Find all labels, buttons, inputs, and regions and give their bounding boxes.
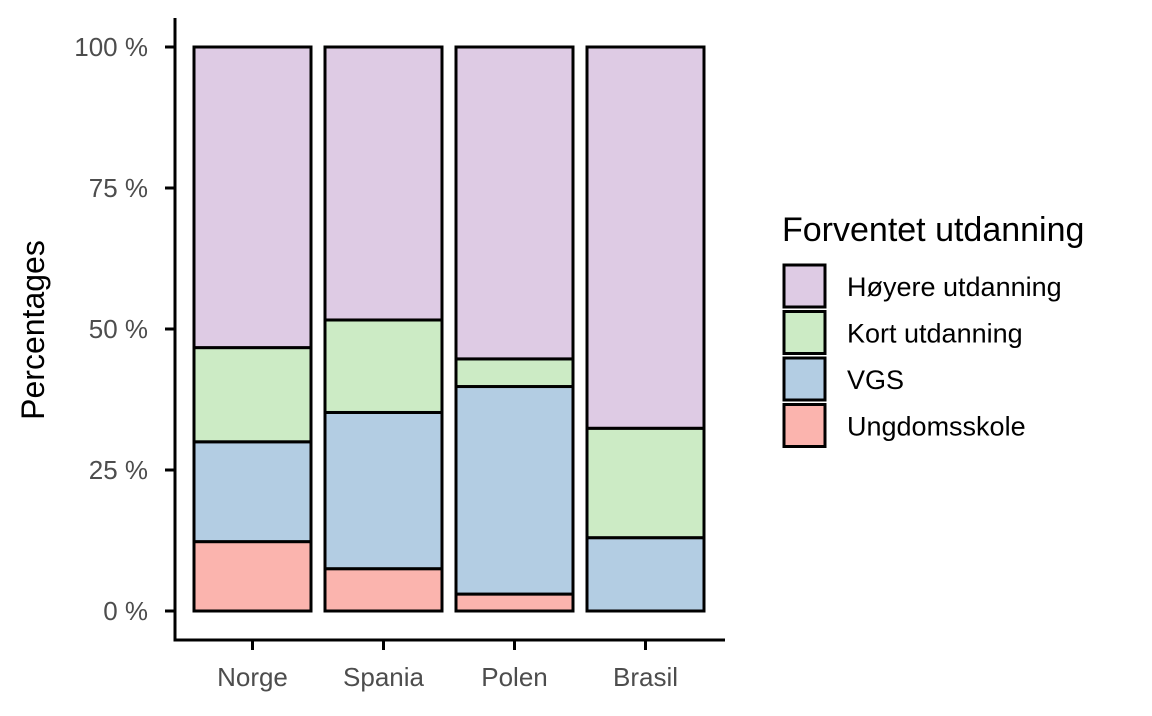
- x-tick-label-spania: Spania: [343, 662, 424, 692]
- y-tick-label: 50 %: [89, 314, 148, 344]
- x-tick-label-polen: Polen: [481, 662, 548, 692]
- bar-segment-polen-ungdomsskole: [454, 592, 575, 613]
- axes-layer: 0 % 25 % 50 % 75 % 100 % Norge Spania Polen Bras…: [74, 18, 725, 692]
- bar-segment-norge-vgs: [192, 440, 313, 544]
- x-tick-label-norge: Norge: [217, 662, 288, 692]
- legend-key-kort-utdanning: [782, 310, 827, 355]
- legend: Forventet utdanning Høyere utdanning Kort…: [782, 211, 1084, 448]
- legend-label-hoyere-utdanning: Høyere utdanning: [847, 272, 1062, 302]
- legend-key-ungdomsskole: [782, 403, 827, 448]
- bar-segment-norge-ungdomsskole: [192, 540, 313, 613]
- legend-key-vgs: [782, 356, 827, 402]
- y-tick-label: 0 %: [103, 596, 148, 626]
- y-axis-title: Percentages: [15, 240, 51, 420]
- legend-label-kort-utdanning: Kort utdanning: [847, 319, 1023, 349]
- y-tick-label: 100 %: [74, 32, 148, 62]
- bar-segment-brasil-hoyere-utdanning: [585, 45, 706, 430]
- bar-segment-brasil-kort-utdanning: [585, 426, 706, 540]
- bar-segment-norge-hoyere-utdanning: [192, 45, 313, 350]
- legend-label-ungdomsskole: Ungdomsskole: [847, 412, 1026, 442]
- bar-segment-spania-kort-utdanning: [323, 318, 444, 414]
- bar-segment-spania-hoyere-utdanning: [323, 45, 444, 322]
- bar-segment-polen-kort-utdanning: [454, 357, 575, 389]
- y-tick-label: 25 %: [89, 455, 148, 485]
- bar-segment-polen-hoyere-utdanning: [454, 45, 575, 361]
- legend-label-vgs: VGS: [847, 365, 904, 395]
- bar-segment-spania-ungdomsskole: [323, 567, 444, 613]
- legend-key-hoyere-utdanning: [782, 263, 827, 309]
- bars-layer: [192, 45, 706, 613]
- bar-segment-spania-vgs: [323, 410, 444, 571]
- bar-segment-polen-vgs: [454, 385, 575, 596]
- y-tick-label: 75 %: [89, 173, 148, 203]
- bar-segment-brasil-vgs: [585, 536, 706, 613]
- legend-title: Forventet utdanning: [782, 211, 1084, 249]
- x-tick-label-brasil: Brasil: [613, 662, 678, 692]
- bar-segment-norge-kort-utdanning: [192, 346, 313, 444]
